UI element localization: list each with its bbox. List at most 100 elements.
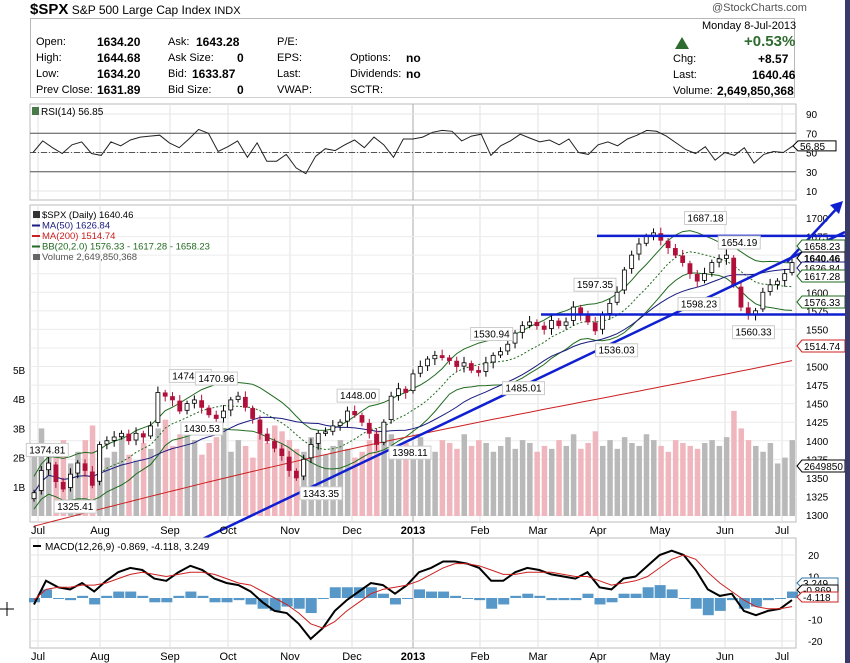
volume-bar — [505, 437, 511, 516]
low-value: 1634.20 — [97, 67, 141, 81]
month-label: 2013 — [401, 525, 425, 537]
scrollbar[interactable] — [845, 0, 850, 663]
candle-body — [366, 422, 372, 434]
bid-label: Bid: — [168, 68, 187, 80]
macd-histogram-bar — [678, 598, 690, 599]
price-annotation: 1430.53 — [184, 424, 221, 435]
volume-bar — [774, 463, 781, 516]
volume-bar — [264, 443, 271, 516]
price-annotation: 1325.41 — [57, 502, 94, 513]
candle-body — [425, 358, 430, 367]
price-tick-label: 1675 — [806, 233, 829, 244]
symbol: $SPX — [30, 1, 69, 18]
volume-bar — [767, 443, 774, 516]
candle-body — [672, 248, 678, 256]
volume-bar — [366, 440, 373, 516]
macd-histogram-bar — [281, 598, 293, 607]
annotation-box — [717, 235, 761, 250]
bid-value: 1633.87 — [192, 67, 236, 81]
volume-bar — [118, 434, 125, 516]
candle-body — [308, 444, 314, 459]
macd-histogram-bar — [173, 595, 185, 598]
annotation-box — [684, 211, 727, 226]
candle-body — [680, 255, 686, 263]
candle-body — [468, 363, 474, 371]
candle-body — [702, 273, 707, 281]
annotation-box — [194, 371, 238, 386]
macd-histogram-bar — [498, 598, 510, 605]
volume-bar — [694, 448, 701, 516]
candle-body — [264, 433, 270, 442]
macd-value-tag — [796, 591, 839, 603]
volume-bar — [75, 451, 81, 516]
chg-value: +8.57 — [758, 52, 789, 66]
volume-bar — [665, 451, 672, 516]
bottom-month-label: May — [650, 651, 671, 663]
candle-body — [119, 432, 124, 438]
volume-bar — [381, 422, 387, 516]
volume-bar — [585, 443, 591, 516]
dividends-value: no — [406, 67, 421, 81]
price-value-tag — [796, 239, 845, 253]
credit-link[interactable]: @StockCharts.com — [712, 2, 807, 14]
rsi-title: RSI(14) 56.85 — [41, 107, 104, 118]
volume-bar — [607, 440, 613, 516]
volume-value: 2,649,850,368 — [717, 84, 794, 98]
candle-body — [104, 440, 110, 445]
options-value: no — [406, 51, 421, 65]
candle-body — [432, 354, 438, 360]
eps-label: EPS: — [277, 52, 303, 64]
volume-bar — [782, 457, 788, 516]
month-label: Apr — [589, 525, 606, 537]
macd-histogram-bar — [522, 593, 534, 598]
candle-body — [417, 366, 423, 374]
candle-body — [250, 408, 256, 419]
price-tick-label: 1350 — [806, 474, 829, 485]
volume-bar — [672, 440, 679, 516]
candle-body — [279, 448, 285, 457]
annotation-box — [388, 445, 432, 460]
volume-bar — [432, 451, 438, 516]
macd-histogram-bar — [570, 598, 582, 601]
bottom-month-label: Apr — [589, 651, 606, 663]
candle-body — [585, 314, 591, 323]
volume-bar — [250, 457, 256, 516]
price-value-tag — [796, 269, 845, 283]
candle-body — [621, 269, 627, 291]
macd-histogram-bar — [474, 598, 486, 601]
annotation-box — [573, 277, 617, 292]
bottom-month-label: Oct — [219, 651, 236, 663]
macd-histogram-bar — [341, 587, 353, 598]
index-name: S&P 500 Large Cap Index — [71, 3, 211, 17]
macd-histogram-bar — [774, 598, 786, 599]
candle-body — [206, 407, 212, 416]
price-annotation: 1598.23 — [681, 300, 718, 311]
high-value: 1644.68 — [97, 51, 141, 65]
volume-bar — [169, 445, 176, 516]
volume-bar — [556, 440, 562, 516]
price-annotation: 1343.35 — [303, 489, 340, 500]
candle-body — [155, 392, 161, 423]
rsi-current-label: 56.85 — [800, 142, 825, 153]
price-value-tag — [796, 459, 845, 473]
up-triangle-icon — [675, 37, 689, 49]
price-tick-label: 1500 — [806, 363, 829, 374]
price-tick-label: 1300 — [806, 511, 829, 522]
month-label: Sep — [160, 525, 180, 537]
volume-bar — [534, 451, 540, 516]
macd-histogram-bar — [642, 587, 654, 598]
price-value-tag-label: 1576.33 — [804, 298, 841, 309]
ask-value: 1643.28 — [196, 35, 240, 49]
price-annotation: 1474.51 — [172, 371, 209, 382]
macd-histogram-bar — [486, 598, 498, 609]
macd-histogram-bar — [546, 598, 558, 601]
macd-histogram-bar — [245, 598, 257, 605]
candle-body — [381, 421, 387, 443]
rsi-line — [32, 128, 794, 175]
month-label: Jun — [716, 525, 734, 537]
candle-body — [53, 464, 59, 482]
candle-body — [527, 321, 533, 326]
dividends-label: Dividends: — [350, 68, 402, 80]
candle-body — [235, 395, 241, 400]
